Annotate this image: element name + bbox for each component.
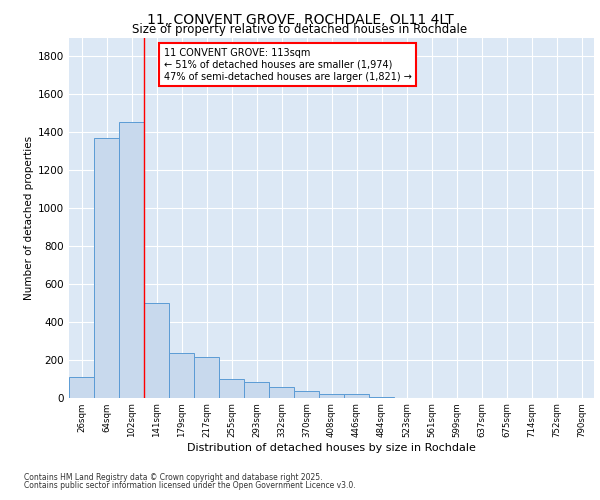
- Bar: [169, 353, 194, 398]
- Text: 11, CONVENT GROVE, ROCHDALE, OL11 4LT: 11, CONVENT GROVE, ROCHDALE, OL11 4LT: [146, 12, 454, 26]
- X-axis label: Distribution of detached houses by size in Rochdale: Distribution of detached houses by size …: [187, 443, 476, 453]
- Bar: [194, 357, 219, 398]
- Text: Contains public sector information licensed under the Open Government Licence v3: Contains public sector information licen…: [24, 481, 356, 490]
- Bar: [119, 122, 144, 398]
- Bar: [144, 303, 169, 398]
- Bar: [94, 138, 119, 398]
- Bar: [294, 391, 319, 398]
- Bar: [344, 394, 369, 398]
- Text: Contains HM Land Registry data © Crown copyright and database right 2025.: Contains HM Land Registry data © Crown c…: [24, 472, 323, 482]
- Text: Size of property relative to detached houses in Rochdale: Size of property relative to detached ho…: [133, 22, 467, 36]
- Y-axis label: Number of detached properties: Number of detached properties: [24, 136, 34, 300]
- Bar: [219, 378, 244, 398]
- Bar: [319, 394, 344, 398]
- Bar: [69, 376, 94, 398]
- Bar: [369, 396, 394, 398]
- Text: 11 CONVENT GROVE: 113sqm
← 51% of detached houses are smaller (1,974)
47% of sem: 11 CONVENT GROVE: 113sqm ← 51% of detach…: [163, 48, 412, 82]
- Bar: [244, 382, 269, 398]
- Bar: [269, 387, 294, 398]
